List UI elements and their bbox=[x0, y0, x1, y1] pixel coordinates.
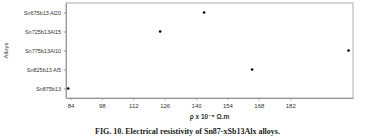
y-tick-mark bbox=[64, 70, 66, 71]
x-tick: 112 bbox=[129, 98, 139, 109]
point bbox=[251, 68, 254, 71]
y-tick: Sn825b13 Al5 bbox=[27, 67, 66, 73]
x-tick-mark bbox=[102, 98, 103, 100]
x-tick-label: 112 bbox=[129, 103, 139, 109]
y-axis-title: Alloys bbox=[3, 42, 9, 58]
x-tick-mark bbox=[259, 98, 260, 100]
points bbox=[67, 11, 350, 90]
y-tick: Sn775b13Al10 bbox=[25, 48, 66, 54]
point bbox=[67, 87, 70, 90]
caption: FIG. 10. Electrical resistivity of Sn87-… bbox=[95, 127, 280, 136]
x-axis-title: ρ x 10⁻⁸ Ω.m bbox=[190, 113, 230, 121]
x-tick-label: 84 bbox=[68, 103, 75, 109]
y-tick-mark bbox=[64, 13, 66, 14]
point bbox=[203, 11, 206, 14]
x-axis-line bbox=[67, 98, 354, 99]
x-tick-label: 140 bbox=[192, 103, 203, 109]
x-tick-mark bbox=[290, 98, 291, 100]
y-tick-label: Sn725b13Al15 bbox=[25, 29, 61, 35]
x-tick-label: 182 bbox=[286, 103, 297, 109]
x-tick-mark bbox=[165, 98, 166, 100]
y-tick-mark bbox=[64, 32, 66, 33]
x-tick-label: 168 bbox=[254, 103, 265, 109]
x-tick: 84 bbox=[68, 98, 75, 109]
x-tick-label: 154 bbox=[223, 103, 234, 109]
plot: 84 98 112 126 140 154 168 182 Sn675b13 Al20 Sn725… bbox=[24, 3, 354, 109]
x-tick-label: 98 bbox=[99, 103, 106, 109]
y-tick-label: Sn775b13Al10 bbox=[25, 48, 61, 54]
plot-frame bbox=[66, 3, 353, 98]
y-axis: Sn675b13 Al20 Sn725b13Al15 Sn775b13Al10 Sn8… bbox=[24, 4, 67, 99]
y-axis-line bbox=[66, 4, 67, 99]
y-tick-mark bbox=[64, 51, 66, 52]
point bbox=[159, 30, 162, 33]
x-tick-label: 126 bbox=[160, 103, 171, 109]
y-tick: Sn875b13 bbox=[36, 86, 66, 92]
x-axis: 84 98 112 126 140 154 168 182 bbox=[67, 98, 354, 109]
x-tick: 126 bbox=[160, 98, 171, 109]
y-tick-label: Sn875b13 bbox=[36, 86, 61, 92]
x-tick: 182 bbox=[286, 98, 297, 109]
y-tick: Sn725b13Al15 bbox=[25, 29, 66, 35]
x-tick-mark bbox=[133, 98, 134, 100]
y-tick-mark bbox=[64, 89, 66, 90]
y-tick-label: Sn675b13 Al20 bbox=[24, 10, 61, 16]
x-tick-mark bbox=[70, 98, 71, 100]
x-tick-mark bbox=[196, 98, 197, 100]
x-tick: 168 bbox=[254, 98, 265, 109]
point bbox=[347, 49, 350, 52]
chart: 84 98 112 126 140 154 168 182 Sn675b13 Al20 Sn725… bbox=[0, 0, 391, 138]
x-tick-mark bbox=[227, 98, 228, 100]
x-tick: 154 bbox=[223, 98, 234, 109]
x-tick: 98 bbox=[99, 98, 106, 109]
y-tick-label: Sn825b13 Al5 bbox=[27, 67, 61, 73]
x-tick: 140 bbox=[192, 98, 203, 109]
y-tick: Sn675b13 Al20 bbox=[24, 10, 66, 16]
